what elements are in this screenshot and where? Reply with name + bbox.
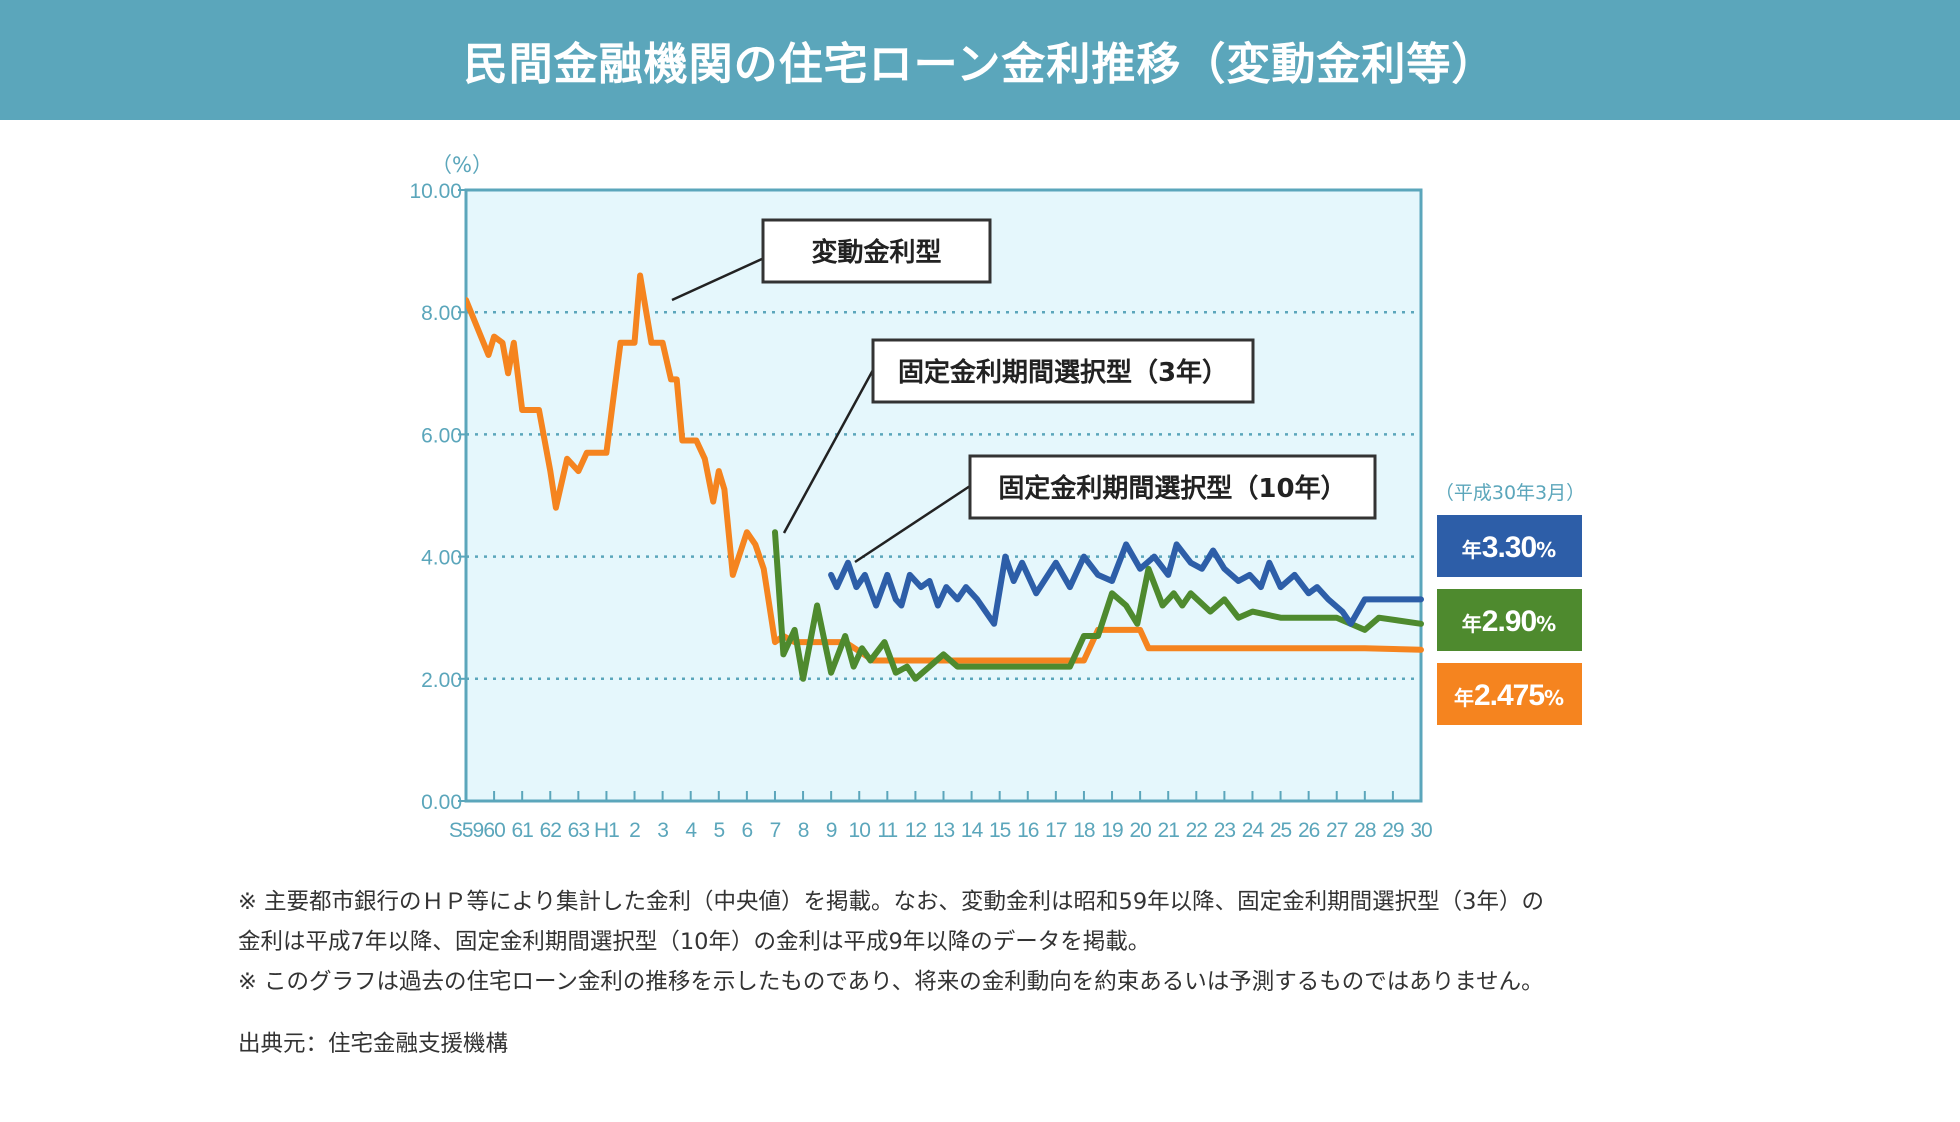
badge-prefix: 年 bbox=[1454, 686, 1474, 710]
x-tick-label: 28 bbox=[1354, 819, 1376, 842]
latest-value-badge: 年2.90% bbox=[1437, 589, 1582, 651]
x-tick-label: 11 bbox=[877, 819, 897, 842]
x-tick-label: 16 bbox=[1017, 819, 1039, 842]
y-unit-label: （%） bbox=[431, 153, 493, 177]
x-tick-label: 62 bbox=[540, 819, 562, 842]
badge-text: 年3.30% bbox=[1462, 531, 1556, 564]
series-line-2 bbox=[828, 541, 1424, 627]
callout-leader bbox=[782, 369, 875, 534]
x-tick-label: 2 bbox=[629, 819, 640, 842]
badge-unit: % bbox=[1536, 612, 1556, 636]
x-tick-label: 30 bbox=[1410, 819, 1432, 842]
x-tick-label: 61 bbox=[511, 819, 533, 842]
y-tick-label: 0.00 bbox=[421, 791, 462, 814]
x-tick-label: S59 bbox=[449, 819, 484, 842]
series-line-1 bbox=[772, 529, 1424, 682]
badge-text: 年2.475% bbox=[1454, 679, 1564, 712]
x-tick-label: 23 bbox=[1214, 819, 1236, 842]
x-tick-label: H1 bbox=[594, 819, 619, 842]
footnote-line: ※ このグラフは過去の住宅ローン金利の推移を示したものであり、将来の金利動向を約… bbox=[238, 969, 1544, 995]
x-tick-label: 13 bbox=[933, 819, 955, 842]
x-tick-label: 27 bbox=[1326, 819, 1348, 842]
x-tick-label: 22 bbox=[1186, 819, 1208, 842]
badge-prefix: 年 bbox=[1462, 538, 1482, 562]
source-note: 出典元：住宅金融支援機構 bbox=[238, 1031, 509, 1057]
latest-value-badge: 年3.30% bbox=[1437, 515, 1582, 577]
y-tick-label: 10.00 bbox=[409, 180, 462, 203]
y-tick-label: 4.00 bbox=[421, 547, 462, 570]
x-tick-label: 24 bbox=[1242, 819, 1265, 842]
latest-value-badge: 年2.475% bbox=[1437, 663, 1582, 725]
callout-box bbox=[761, 218, 992, 284]
x-tick-label: 9 bbox=[826, 819, 837, 842]
x-tick-label: 6 bbox=[742, 819, 753, 842]
x-tick-label: 26 bbox=[1298, 819, 1320, 842]
x-tick-label: 29 bbox=[1382, 819, 1404, 842]
badge-text: 年2.90% bbox=[1462, 605, 1556, 638]
x-tick-label: 5 bbox=[713, 819, 724, 842]
x-tick-label: 25 bbox=[1270, 819, 1292, 842]
badge-bg bbox=[1437, 663, 1582, 725]
page-title: 民間金融機関の住宅ローン金利推移（変動金利等） bbox=[0, 0, 1960, 120]
footnote-line: ※ 主要都市銀行のＨＰ等により集計した金利（中央値）を掲載。なお、変動金利は昭和… bbox=[238, 889, 1545, 915]
callout-box bbox=[968, 454, 1377, 520]
x-tick-label: 17 bbox=[1045, 819, 1067, 842]
y-tick-label: 2.00 bbox=[421, 669, 462, 692]
callout-label: 固定金利期間選択型（10年） bbox=[998, 473, 1346, 504]
y-tick-label: 6.00 bbox=[421, 424, 462, 447]
badge-bg bbox=[1437, 589, 1582, 651]
x-tick-label: 7 bbox=[770, 819, 781, 842]
x-tick-label: 12 bbox=[905, 819, 927, 842]
badge-unit: % bbox=[1536, 538, 1556, 562]
x-tick-label: 10 bbox=[849, 819, 871, 842]
x-tick-label: 8 bbox=[798, 819, 809, 842]
x-tick-label: 20 bbox=[1129, 819, 1151, 842]
badge-value: 2.475 bbox=[1474, 679, 1544, 712]
footnote-line: 金利は平成7年以降、固定金利期間選択型（10年）の金利は平成9年以降のデータを掲… bbox=[238, 929, 1151, 955]
latest-date-label: （平成30年3月） bbox=[1435, 482, 1585, 504]
x-tick-label: 15 bbox=[989, 819, 1011, 842]
callout-label: 固定金利期間選択型（3年） bbox=[898, 357, 1228, 388]
badge-prefix: 年 bbox=[1462, 612, 1482, 636]
y-tick-label: 8.00 bbox=[421, 302, 462, 325]
badge-value: 3.30 bbox=[1482, 531, 1537, 564]
x-tick-label: 21 bbox=[1158, 819, 1180, 842]
callout-leader bbox=[671, 256, 765, 302]
x-tick-label: 3 bbox=[657, 819, 668, 842]
callout-leader bbox=[854, 484, 971, 564]
series-line-0 bbox=[466, 272, 1424, 664]
x-tick-label: 19 bbox=[1101, 819, 1123, 842]
x-tick-label: 4 bbox=[685, 819, 697, 842]
callout-box bbox=[871, 338, 1255, 404]
badge-value: 2.90 bbox=[1482, 605, 1537, 638]
footnotes: ※ 主要都市銀行のＨＰ等により集計した金利（中央値）を掲載。なお、変動金利は昭和… bbox=[238, 882, 1938, 1002]
x-tick-label: 60 bbox=[483, 819, 505, 842]
callout-label: 変動金利型 bbox=[811, 237, 941, 268]
x-tick-label: 14 bbox=[961, 819, 984, 842]
badge-bg bbox=[1437, 515, 1582, 577]
x-tick-label: 63 bbox=[568, 819, 590, 842]
badge-unit: % bbox=[1544, 686, 1564, 710]
x-tick-label: 18 bbox=[1073, 819, 1095, 842]
